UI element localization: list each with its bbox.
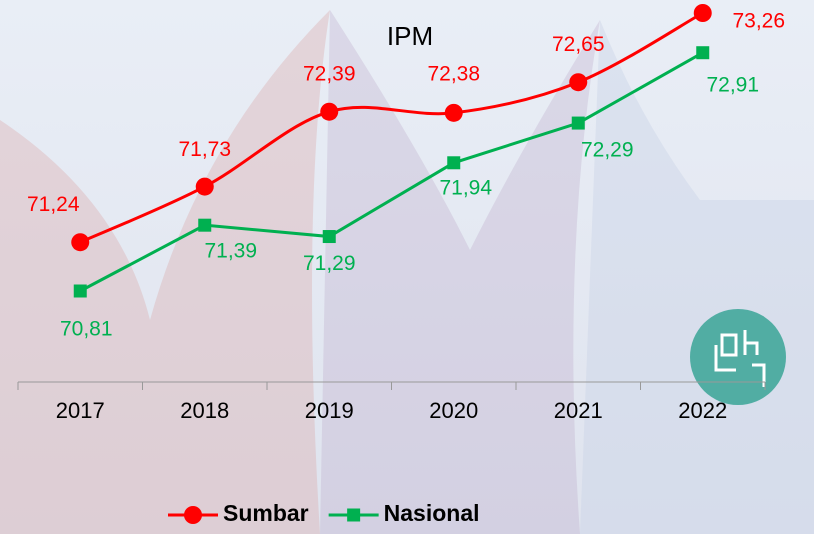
x-tick-label: 2021	[554, 398, 603, 423]
marker	[195, 177, 214, 196]
data-label: 72,65	[552, 33, 605, 56]
x-tick-label: 2022	[678, 398, 727, 423]
marker	[322, 230, 336, 244]
data-label: 71,39	[204, 240, 257, 263]
data-label: 71,94	[439, 176, 492, 199]
data-label: 72,91	[706, 73, 759, 96]
marker	[693, 4, 712, 22]
x-tick-label: 2019	[305, 398, 354, 423]
marker	[198, 218, 212, 232]
x-tick-label: 2020	[429, 398, 478, 423]
x-tick-label: 2017	[56, 398, 105, 423]
data-label: 71,29	[303, 252, 356, 275]
data-label: 71,73	[178, 138, 231, 161]
data-label: 72,39	[303, 62, 356, 85]
marker	[71, 233, 90, 252]
marker	[444, 103, 463, 122]
legend-marker	[347, 508, 361, 522]
series-line	[79, 51, 704, 293]
marker	[696, 46, 710, 60]
marker	[447, 156, 461, 170]
legend-label: Sumbar	[223, 500, 309, 526]
logo	[690, 309, 786, 405]
data-label: 70,81	[60, 318, 113, 341]
data-label: 72,29	[581, 139, 634, 162]
data-label: 72,38	[427, 62, 480, 85]
series-line	[79, 11, 704, 244]
marker	[571, 116, 585, 130]
marker	[320, 102, 339, 121]
x-tick-label: 2018	[180, 398, 229, 423]
marker	[73, 284, 87, 298]
data-label: 71,24	[27, 193, 80, 216]
legend-label: Nasional	[384, 500, 480, 526]
chart-title: IPM	[387, 21, 433, 51]
legend-marker	[184, 506, 202, 524]
data-label: 73,26	[732, 10, 785, 33]
marker	[569, 73, 588, 92]
